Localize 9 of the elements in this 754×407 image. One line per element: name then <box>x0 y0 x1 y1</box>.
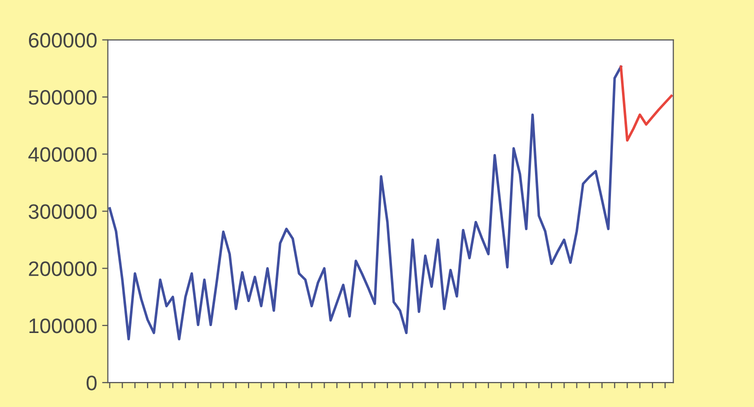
line-series <box>108 65 622 340</box>
y-tick-label: 400000 <box>28 147 97 162</box>
y-tick-label: 100000 <box>29 318 97 334</box>
y-tick-label: 0 <box>86 376 97 390</box>
y-tick-label: 300000 <box>28 204 97 219</box>
y-tick-label: 600000 <box>28 32 97 48</box>
y-tick-label: 200000 <box>28 261 97 276</box>
line-series <box>620 65 673 142</box>
y-tick-label: 500000 <box>28 90 97 105</box>
